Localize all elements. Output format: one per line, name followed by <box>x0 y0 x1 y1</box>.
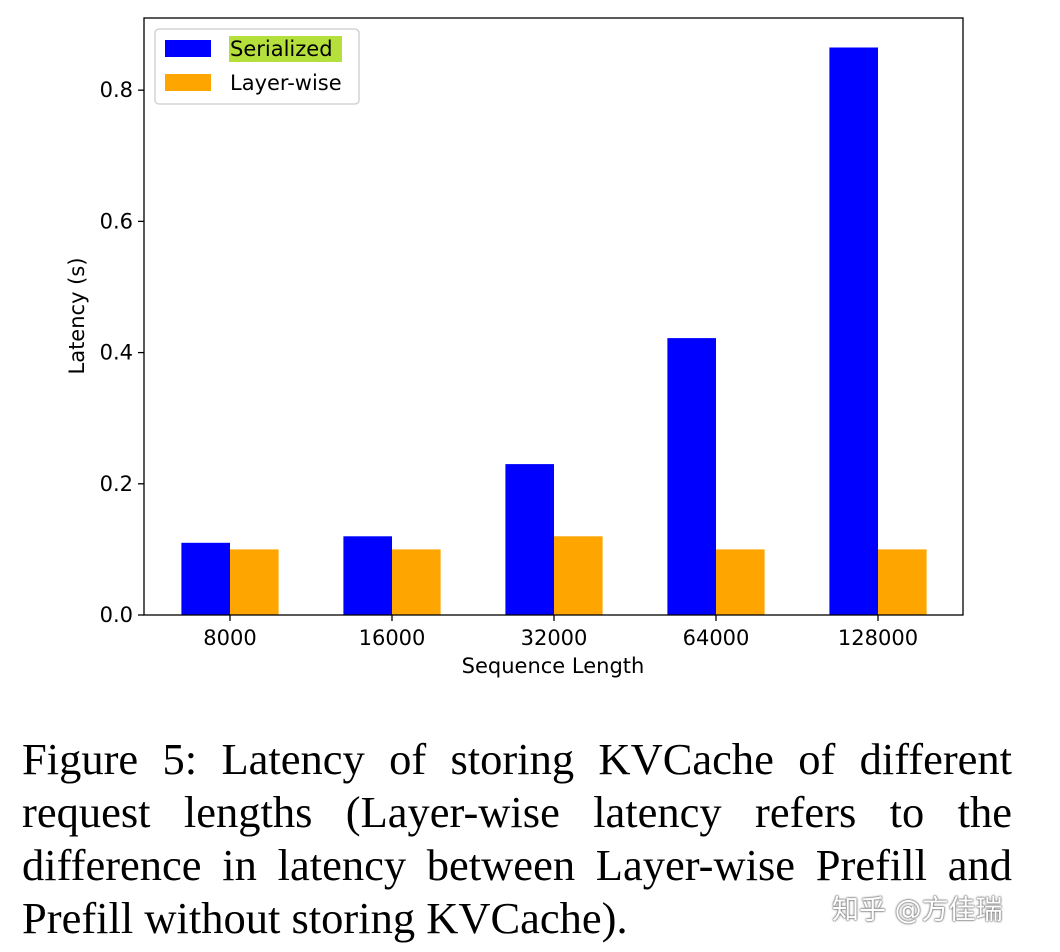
bar-layer-wise-64000 <box>716 549 765 615</box>
y-tick-label: 0.0 <box>100 603 133 627</box>
y-tick-label: 0.4 <box>100 341 133 365</box>
bar-serialized-128000 <box>829 47 878 615</box>
y-tick-label: 0.8 <box>100 78 133 102</box>
x-tick-label: 16000 <box>359 626 426 650</box>
bar-serialized-32000 <box>505 464 554 615</box>
x-tick-label: 64000 <box>683 626 750 650</box>
legend-swatch-serialized <box>165 40 211 57</box>
bar-layer-wise-128000 <box>878 549 927 615</box>
bar-chart: 0.0 0.2 0.4 0.6 0.8 8000 16000 32000 64000 12800… <box>65 17 964 678</box>
legend-label-layer-wise: Layer-wise <box>230 71 342 95</box>
watermark: 知乎 @方佳瑞 <box>832 895 1003 926</box>
x-tick-label: 128000 <box>838 626 918 650</box>
bar-layer-wise-8000 <box>230 549 279 615</box>
y-tick-label: 0.2 <box>100 472 133 496</box>
legend-swatch-layer-wise <box>165 74 211 91</box>
bar-layer-wise-16000 <box>392 549 441 615</box>
bar-serialized-64000 <box>667 338 716 615</box>
legend-highlight <box>229 36 342 62</box>
y-axis-label: Latency (s) <box>65 257 89 374</box>
figure-caption: Figure 5: Latency of storing KVCache of … <box>22 734 1012 943</box>
bar-serialized-8000 <box>181 542 230 615</box>
bar-layer-wise-32000 <box>554 536 603 615</box>
x-tick-label: 8000 <box>203 626 256 650</box>
bars-group <box>181 47 927 615</box>
legend-label-serialized: Serialized <box>230 37 333 61</box>
bar-serialized-16000 <box>343 536 392 615</box>
x-axis: 8000 16000 32000 64000 128000 <box>203 615 918 650</box>
legend: Serialized Layer-wise <box>154 28 360 105</box>
y-tick-label: 0.6 <box>100 209 133 233</box>
x-axis-label: Sequence Length <box>462 654 645 678</box>
y-axis: 0.0 0.2 0.4 0.6 0.8 <box>100 78 144 627</box>
x-tick-label: 32000 <box>521 626 588 650</box>
